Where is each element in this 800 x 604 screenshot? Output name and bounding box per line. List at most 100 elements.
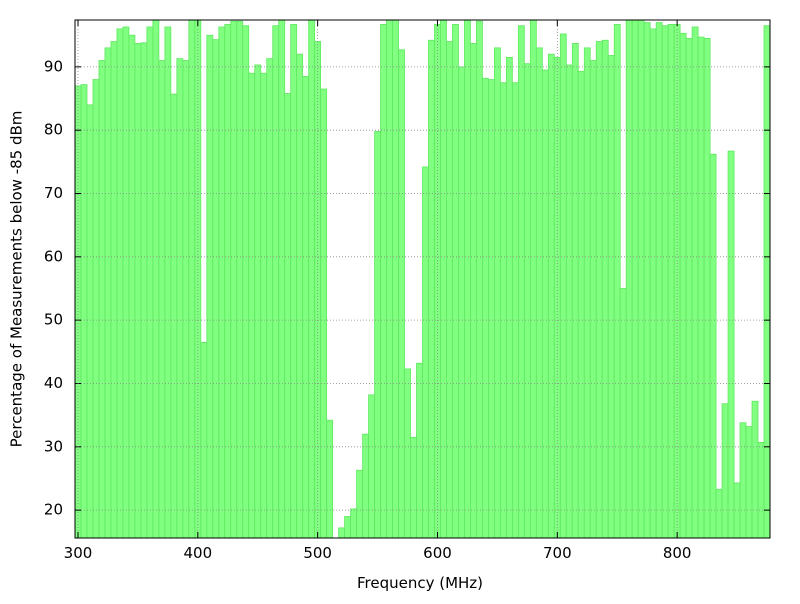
bar xyxy=(709,153,717,539)
bar xyxy=(655,22,663,539)
bar xyxy=(224,24,232,539)
bar xyxy=(697,36,705,539)
bar xyxy=(727,150,735,539)
x-tick-label: 500 xyxy=(303,544,332,562)
bar xyxy=(86,104,94,539)
bar xyxy=(601,39,609,539)
bar xyxy=(398,49,405,539)
bar xyxy=(452,24,459,539)
bar xyxy=(583,47,591,539)
bar xyxy=(757,441,765,539)
bar xyxy=(356,469,363,539)
bar xyxy=(607,55,615,539)
x-tick-label: 400 xyxy=(184,544,213,562)
bar xyxy=(122,26,130,539)
bar xyxy=(559,33,567,539)
bar xyxy=(110,41,118,539)
bar xyxy=(470,43,477,539)
bar xyxy=(140,42,148,539)
bar xyxy=(182,60,190,539)
bar xyxy=(416,362,423,539)
bar xyxy=(158,60,166,539)
bar xyxy=(643,22,651,539)
bar xyxy=(685,37,693,539)
bar xyxy=(392,19,399,539)
bar xyxy=(254,64,262,539)
bar xyxy=(541,69,549,539)
bar xyxy=(170,93,178,539)
x-tick-label: 800 xyxy=(663,544,692,562)
bar xyxy=(589,60,597,539)
bar xyxy=(320,88,328,539)
bar xyxy=(284,93,292,539)
bar xyxy=(230,20,238,539)
bar xyxy=(499,82,507,539)
bar xyxy=(721,403,729,539)
bar xyxy=(200,341,208,539)
bar xyxy=(763,25,771,539)
bar xyxy=(146,26,154,539)
bar xyxy=(134,43,142,539)
bar xyxy=(493,47,501,539)
bar xyxy=(188,19,196,539)
y-tick-label: 20 xyxy=(44,501,63,519)
bar xyxy=(152,19,160,539)
bar xyxy=(164,26,172,539)
bar xyxy=(595,41,603,539)
bar xyxy=(326,419,334,539)
bar xyxy=(715,488,723,539)
bar xyxy=(290,24,298,539)
bar xyxy=(422,166,429,539)
y-tick-label: 50 xyxy=(44,311,63,329)
bar xyxy=(278,19,286,539)
y-axis-label: Percentage of Measurements below -85 dBm xyxy=(8,111,26,448)
bar xyxy=(302,75,310,539)
bar xyxy=(212,39,220,539)
bar xyxy=(350,508,357,539)
bar xyxy=(446,41,453,539)
bar xyxy=(751,400,759,539)
bar xyxy=(577,70,585,539)
bar xyxy=(248,72,256,539)
y-tick-label: 60 xyxy=(44,247,63,265)
bar xyxy=(428,39,435,539)
bar xyxy=(80,84,88,539)
bar xyxy=(667,24,675,539)
bar xyxy=(374,131,381,539)
bar xyxy=(505,56,513,539)
y-tick-label: 70 xyxy=(44,184,63,202)
bar xyxy=(482,77,489,539)
bar xyxy=(511,82,519,539)
bar xyxy=(440,19,447,539)
bar xyxy=(404,368,411,539)
bar xyxy=(565,64,573,539)
plot-border xyxy=(74,19,771,539)
bar xyxy=(547,53,555,539)
bar xyxy=(613,24,621,539)
bar xyxy=(344,516,352,539)
bar xyxy=(488,79,495,539)
bar xyxy=(517,25,525,539)
x-tick-label: 600 xyxy=(423,544,452,562)
bar xyxy=(218,26,226,539)
bar xyxy=(206,34,214,539)
bar xyxy=(619,288,627,539)
bar xyxy=(553,56,561,539)
bar xyxy=(338,527,346,539)
bar xyxy=(272,25,280,539)
bar xyxy=(296,53,304,539)
y-tick-label: 90 xyxy=(44,57,63,75)
bar xyxy=(362,433,369,539)
x-tick-label: 700 xyxy=(543,544,572,562)
bar xyxy=(128,34,136,539)
bar xyxy=(116,28,124,539)
x-axis-label: Frequency (MHz) xyxy=(357,574,483,592)
bar xyxy=(523,63,531,539)
bar xyxy=(236,20,244,539)
bar xyxy=(104,47,112,539)
bar xyxy=(625,19,633,539)
y-tick-label: 40 xyxy=(44,374,63,392)
bar xyxy=(745,426,753,539)
bar xyxy=(691,26,699,539)
